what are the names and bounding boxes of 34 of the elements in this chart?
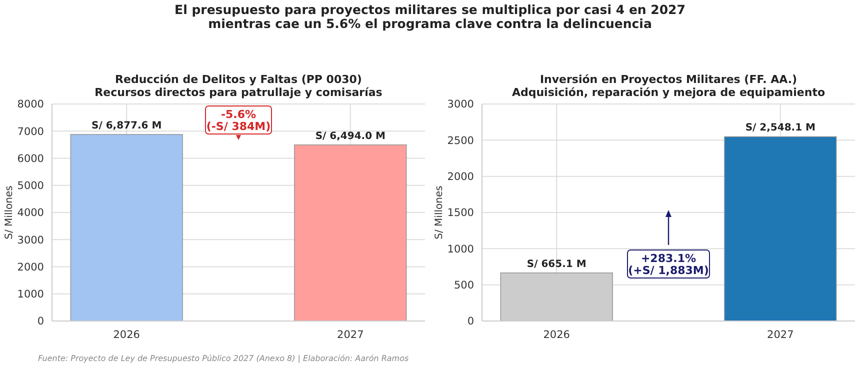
data-label: S/ 6,877.6 M — [92, 120, 162, 132]
y-tick-label: 5000 — [17, 180, 44, 192]
y-tick-label: 1000 — [447, 243, 474, 256]
data-label: S/ 665.1 M — [526, 258, 586, 270]
annotation: -5.6% (-S/ 384M) — [206, 108, 271, 133]
y-tick-label: 2500 — [447, 134, 474, 147]
y-tick-label: 7000 — [17, 126, 44, 138]
y-tick-label: 3000 — [17, 234, 44, 246]
y-tick-label: 2000 — [447, 171, 474, 184]
chart-subtitle: Adquisición, reparación y mejora de equipamiento — [512, 86, 826, 99]
x-tick-label: 2027 — [767, 329, 794, 341]
text: El presupuesto para proyectos militares se multiplica por casi 4 en 2027 mientras cae un 5.6% el programa clave contra la delincuencia — [174, 2, 686, 31]
y-tick-label: 8000 — [17, 98, 44, 111]
x-tick-label: 2026 — [543, 329, 570, 341]
chart-title: Inversión en Proyectos Militares (FF. AA.) — [540, 73, 798, 86]
annotation: +283.1% (+S/ 1,883M) — [628, 252, 709, 277]
y-axis-title: S/ Millones — [4, 186, 15, 240]
data-label: S/ 2,548.1 M — [745, 122, 816, 134]
chart-subtitle: Recursos directos para patrullaje y comisarías — [94, 86, 383, 99]
y-tick-label: 1000 — [17, 288, 44, 301]
x-tick-label: 2026 — [113, 329, 140, 341]
y-axis-title: S/ Millones — [434, 186, 445, 240]
y-tick-label: 3000 — [447, 98, 474, 111]
y-tick-label: 500 — [454, 280, 474, 292]
x-tick-label: 2027 — [337, 329, 364, 341]
y-tick-label: 0 — [37, 316, 44, 328]
data-label: S/ 6,494.0 M — [315, 130, 386, 142]
chart-title: Reducción de Delitos y Faltas (PP 0030) — [115, 73, 362, 86]
y-tick-label: 4000 — [17, 207, 44, 220]
y-tick-label: 6000 — [17, 152, 44, 165]
source-note: Fuente: Proyecto de Ley de Presupuesto Público 2027 (Anexo 8) | Elaboración: Aarón Ramos — [38, 354, 409, 363]
y-tick-label: 1500 — [447, 207, 474, 220]
y-tick-label: 2000 — [17, 261, 44, 274]
y-tick-label: 0 — [467, 316, 474, 328]
